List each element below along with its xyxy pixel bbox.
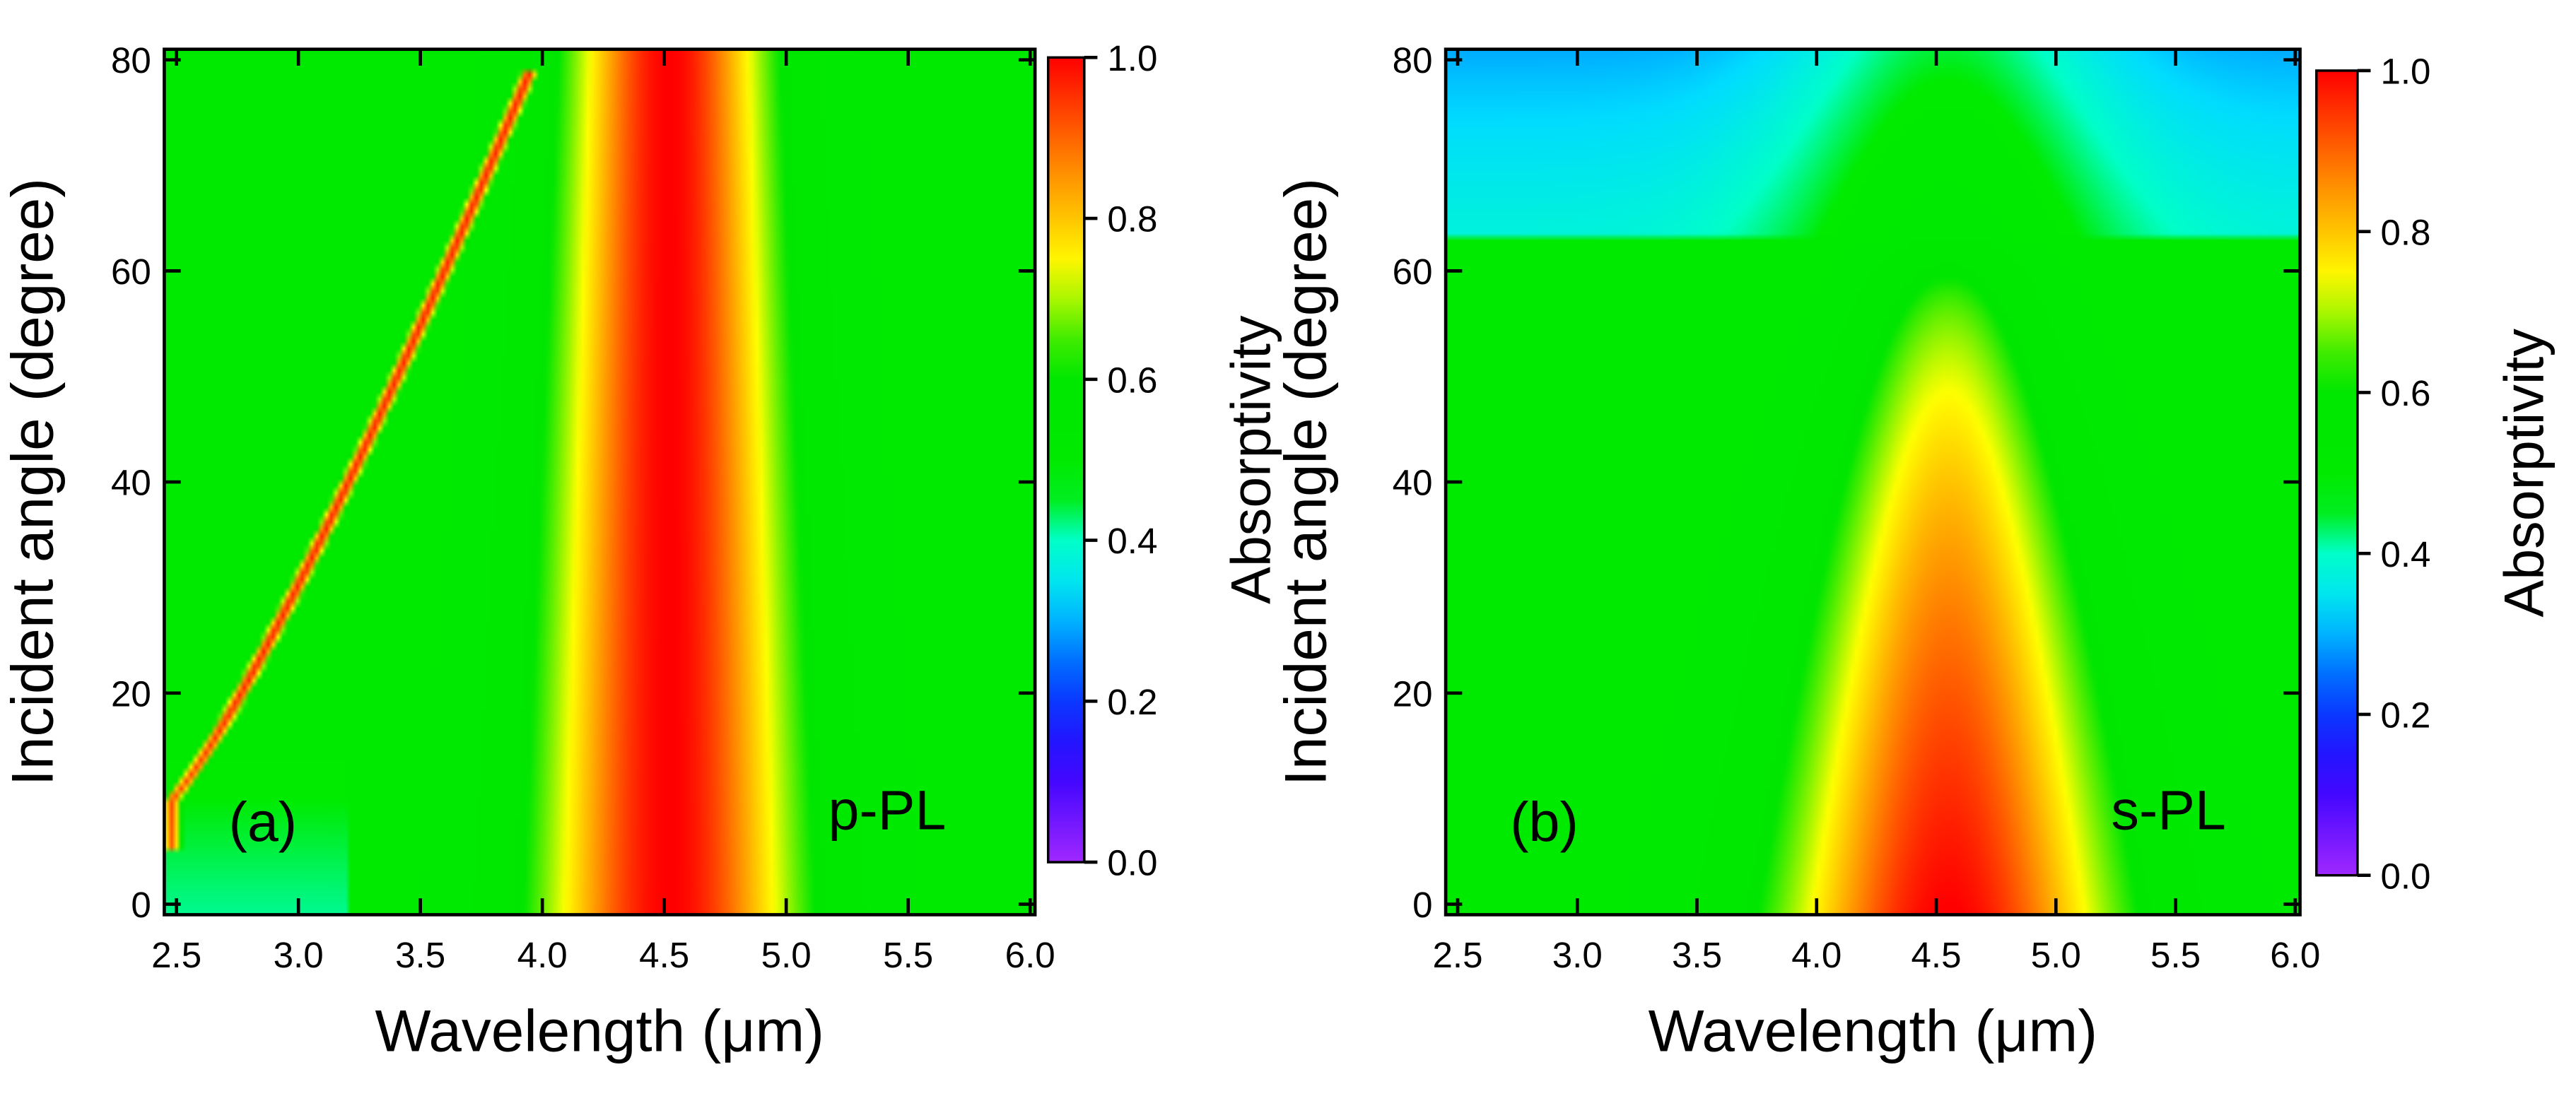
y-tick-label: 20 (1393, 673, 1433, 714)
panel-label: (a) (229, 790, 298, 853)
x-tick-label: 3.5 (1672, 935, 1722, 975)
x-tick-label: 4.5 (639, 935, 689, 975)
colorbar (1046, 56, 1086, 864)
y-tick-label: 0 (1412, 885, 1432, 925)
colorbar (2315, 69, 2359, 877)
x-tick-label: 4.0 (1791, 935, 1842, 975)
colorbar-title: Absorptivity (2493, 329, 2555, 618)
y-tick-label: 60 (1393, 252, 1433, 292)
polarization-label: p-PL (829, 779, 947, 842)
x-tick-label: 4.5 (1911, 935, 1962, 975)
x-tick-label: 2.5 (1432, 935, 1482, 975)
colorbar-tick-label: 0.2 (2380, 695, 2430, 736)
y-axis-title: Incident angle (degree) (1272, 178, 1338, 786)
colorbar-tick-label: 1.0 (2380, 52, 2430, 92)
y-tick-label: 80 (111, 40, 151, 81)
panel-b: 2.5 3.0 3.5 4.0 4.5 5.0 5.5 6.0 0 20 40 60 80 Wavelen… (1272, 40, 2555, 1063)
x-tick-label: 3.0 (1552, 935, 1603, 975)
x-tick-label: 5.0 (761, 935, 812, 975)
y-tick-label: 0 (131, 885, 151, 925)
colorbar-tick-label: 0.0 (2380, 856, 2430, 896)
y-tick-label: 40 (1393, 463, 1433, 503)
colorbar-tick-label: 0.8 (2380, 212, 2430, 252)
x-tick-label: 5.0 (2031, 935, 2081, 975)
panel-a: 2.5 3.0 3.5 4.0 4.5 5.0 5.5 6.0 0 20 40 60 80 Wavelen… (0, 38, 1282, 1063)
x-tick-label: 6.0 (1005, 935, 1055, 975)
heatmap-image (164, 49, 1036, 915)
x-tick-label: 2.5 (151, 935, 201, 975)
y-axis-title: Incident angle (degree) (0, 178, 65, 786)
colorbar-tick-label: 0.4 (2380, 534, 2430, 574)
y-tick-label: 20 (111, 673, 151, 714)
x-axis-title: Wavelength (μm) (1649, 997, 2098, 1063)
x-tick-label: 3.0 (274, 935, 324, 975)
x-tick-label: 6.0 (2270, 935, 2320, 975)
colorbar-tick-label: 0.8 (1107, 199, 1157, 240)
y-tick-label: 40 (111, 463, 151, 503)
colorbar-tick-label: 0.4 (1107, 521, 1157, 561)
colorbar-tick-label: 0.2 (1107, 682, 1157, 722)
x-tick-label: 3.5 (395, 935, 445, 975)
polarization-label: s-PL (2111, 779, 2225, 842)
x-tick-label: 5.5 (883, 935, 933, 975)
x-axis-title: Wavelength (μm) (375, 997, 824, 1063)
x-tick-label: 5.5 (2150, 935, 2201, 975)
y-tick-label: 60 (111, 252, 151, 292)
colorbar-tick-label: 0.0 (1107, 843, 1157, 883)
colorbar-title: Absorptivity (1219, 315, 1282, 604)
colorbar-tick-label: 1.0 (1107, 38, 1157, 78)
x-tick-label: 4.0 (517, 935, 568, 975)
heatmap-image (1446, 49, 2300, 915)
panel-label: (b) (1510, 790, 1579, 853)
colorbar-tick-label: 0.6 (2380, 373, 2430, 413)
figure-root: 2.5 3.0 3.5 4.0 4.5 5.0 5.5 6.0 0 20 40 60 80 Wavelen… (0, 38, 2555, 1063)
colorbar-tick-label: 0.6 (1107, 360, 1157, 400)
y-tick-label: 80 (1393, 40, 1433, 81)
